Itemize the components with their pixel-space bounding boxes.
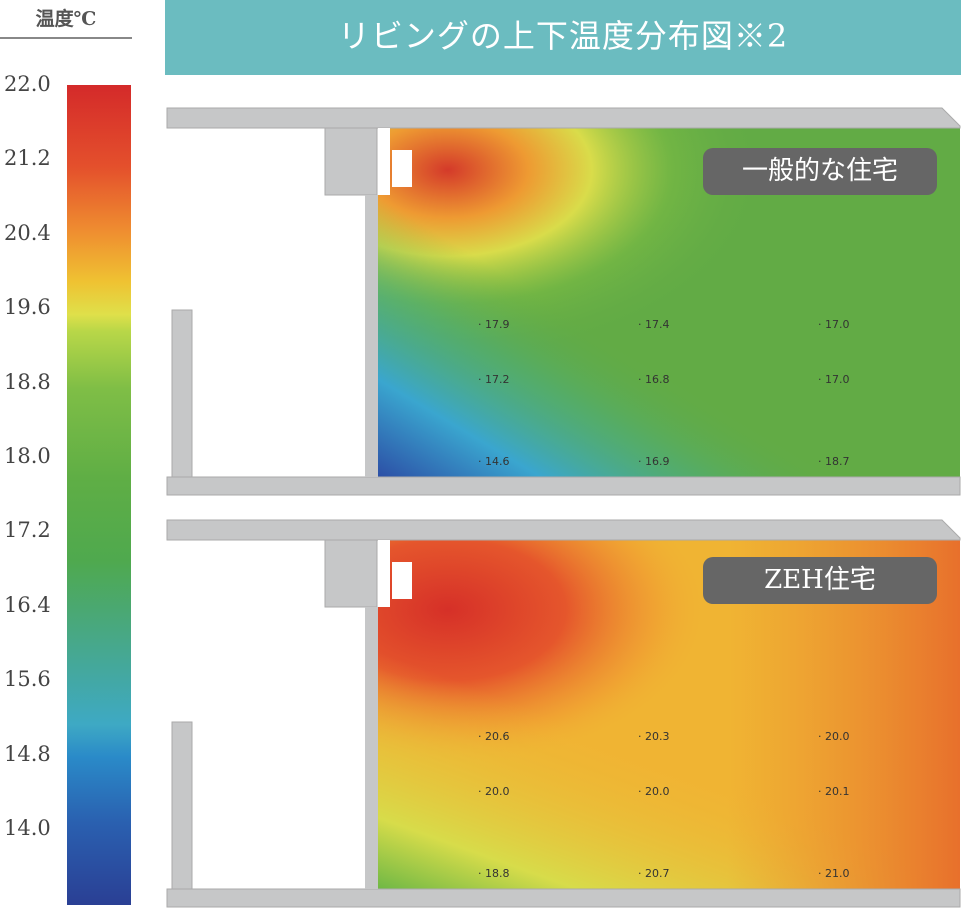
temperature-reading: · 16.9 <box>638 455 670 468</box>
label-zeh-house: ZEH住宅 <box>703 557 937 604</box>
legend-tick: 18.8 <box>4 369 51 394</box>
panel-zeh-house: · 20.6 · 20.3 · 20.0 · 20.0 · 20.0 · 20.1 · 18… <box>166 519 961 908</box>
legend-divider <box>0 37 132 39</box>
wall-block <box>324 127 378 196</box>
legend-title: 温度℃ <box>35 8 97 30</box>
temperature-reading: · 17.4 <box>638 318 670 331</box>
temperature-colorbar <box>67 85 131 905</box>
temperature-reading: · 16.8 <box>638 373 670 386</box>
legend-tick: 14.8 <box>4 741 51 766</box>
legend-tick: 20.4 <box>4 220 51 245</box>
legend-tick: 17.2 <box>4 518 51 543</box>
legend-tick: 18.0 <box>4 444 51 468</box>
temperature-reading: · 20.0 <box>638 785 670 798</box>
temperature-reading: · 17.9 <box>478 318 510 331</box>
exterior-wall <box>365 607 378 889</box>
temperature-reading: · 18.7 <box>818 455 850 468</box>
air-conditioner-unit <box>392 562 412 599</box>
temperature-reading: · 20.0 <box>478 785 510 798</box>
wall-block <box>324 539 378 608</box>
temperature-reading: · 14.6 <box>478 455 510 468</box>
temperature-reading: · 20.6 <box>478 730 510 743</box>
air-conditioner-unit <box>392 150 412 187</box>
railing-post <box>171 309 193 478</box>
temperature-reading: · 20.0 <box>818 730 850 743</box>
legend-tick: 15.6 <box>4 667 51 692</box>
temperature-reading: · 17.0 <box>818 373 850 386</box>
legend-tick: 21.2 <box>4 146 51 171</box>
window <box>378 128 390 195</box>
exterior-wall <box>365 195 378 477</box>
temperature-reading: · 18.8 <box>478 867 510 880</box>
temperature-reading: · 21.0 <box>818 867 850 880</box>
label-general-house: 一般的な住宅 <box>703 148 937 195</box>
page-title: リビングの上下温度分布図※2 <box>165 0 961 75</box>
temperature-reading: · 17.2 <box>478 373 510 386</box>
floor-slab <box>166 888 961 908</box>
temperature-reading: · 20.3 <box>638 730 670 743</box>
legend-tick: 19.6 <box>4 295 51 320</box>
railing-post <box>171 721 193 890</box>
ceiling-slab <box>166 519 961 541</box>
temperature-reading: · 17.0 <box>818 318 850 331</box>
temperature-reading: · 20.1 <box>818 785 850 798</box>
legend-tick: 14.0 <box>4 816 51 840</box>
ceiling-slab <box>166 107 961 129</box>
legend-tick: 22.0 <box>4 72 51 96</box>
legend-tick: 16.4 <box>4 592 51 617</box>
floor-slab <box>166 476 961 496</box>
temperature-reading: · 20.7 <box>638 867 670 880</box>
window <box>378 540 390 607</box>
